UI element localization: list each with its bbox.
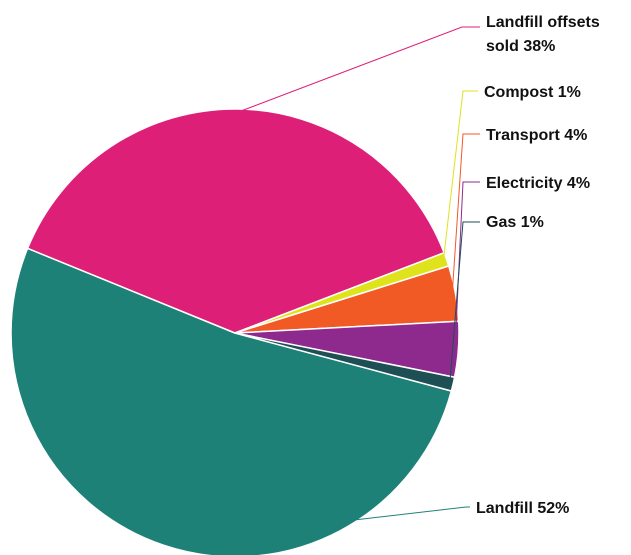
slice-label-compost: Compost 1% [484, 84, 581, 101]
leader-lines [164, 26, 480, 543]
slice-label-line: Gas 1% [486, 214, 544, 231]
slice-label-landfill-offsets-sold: Landfill offsets sold 38% [486, 14, 600, 55]
leader-line-landfill [164, 506, 470, 543]
slice-label-line: sold 38% [486, 38, 555, 55]
slice-label-gas: Gas 1% [486, 214, 544, 231]
pie-slices [10, 108, 460, 555]
slice-labels: Landfill 52% Landfill offsets sold 38% Comp… [476, 14, 600, 517]
slice-label-electricity: Electricity 4% [486, 175, 590, 192]
slice-label-line: Landfill 52% [476, 500, 569, 517]
leader-line-transport [451, 133, 480, 294]
slice-landfill [10, 247, 453, 555]
leader-line-electricity [454, 181, 480, 350]
slice-label-line: Transport 4% [486, 127, 587, 144]
leader-line-landfill-offsets-sold [237, 26, 480, 113]
slice-gas [234, 332, 456, 392]
slice-label-transport: Transport 4% [486, 127, 587, 144]
slice-label-line: Compost 1% [484, 84, 581, 101]
slice-label-landfill: Landfill 52% [476, 500, 569, 517]
leader-line-gas [449, 221, 480, 384]
slice-label-line: Landfill offsets [486, 14, 600, 31]
slice-landfill-offsets-sold [26, 108, 445, 334]
slice-label-line: Electricity 4% [486, 175, 590, 192]
leader-line-compost [442, 90, 478, 261]
